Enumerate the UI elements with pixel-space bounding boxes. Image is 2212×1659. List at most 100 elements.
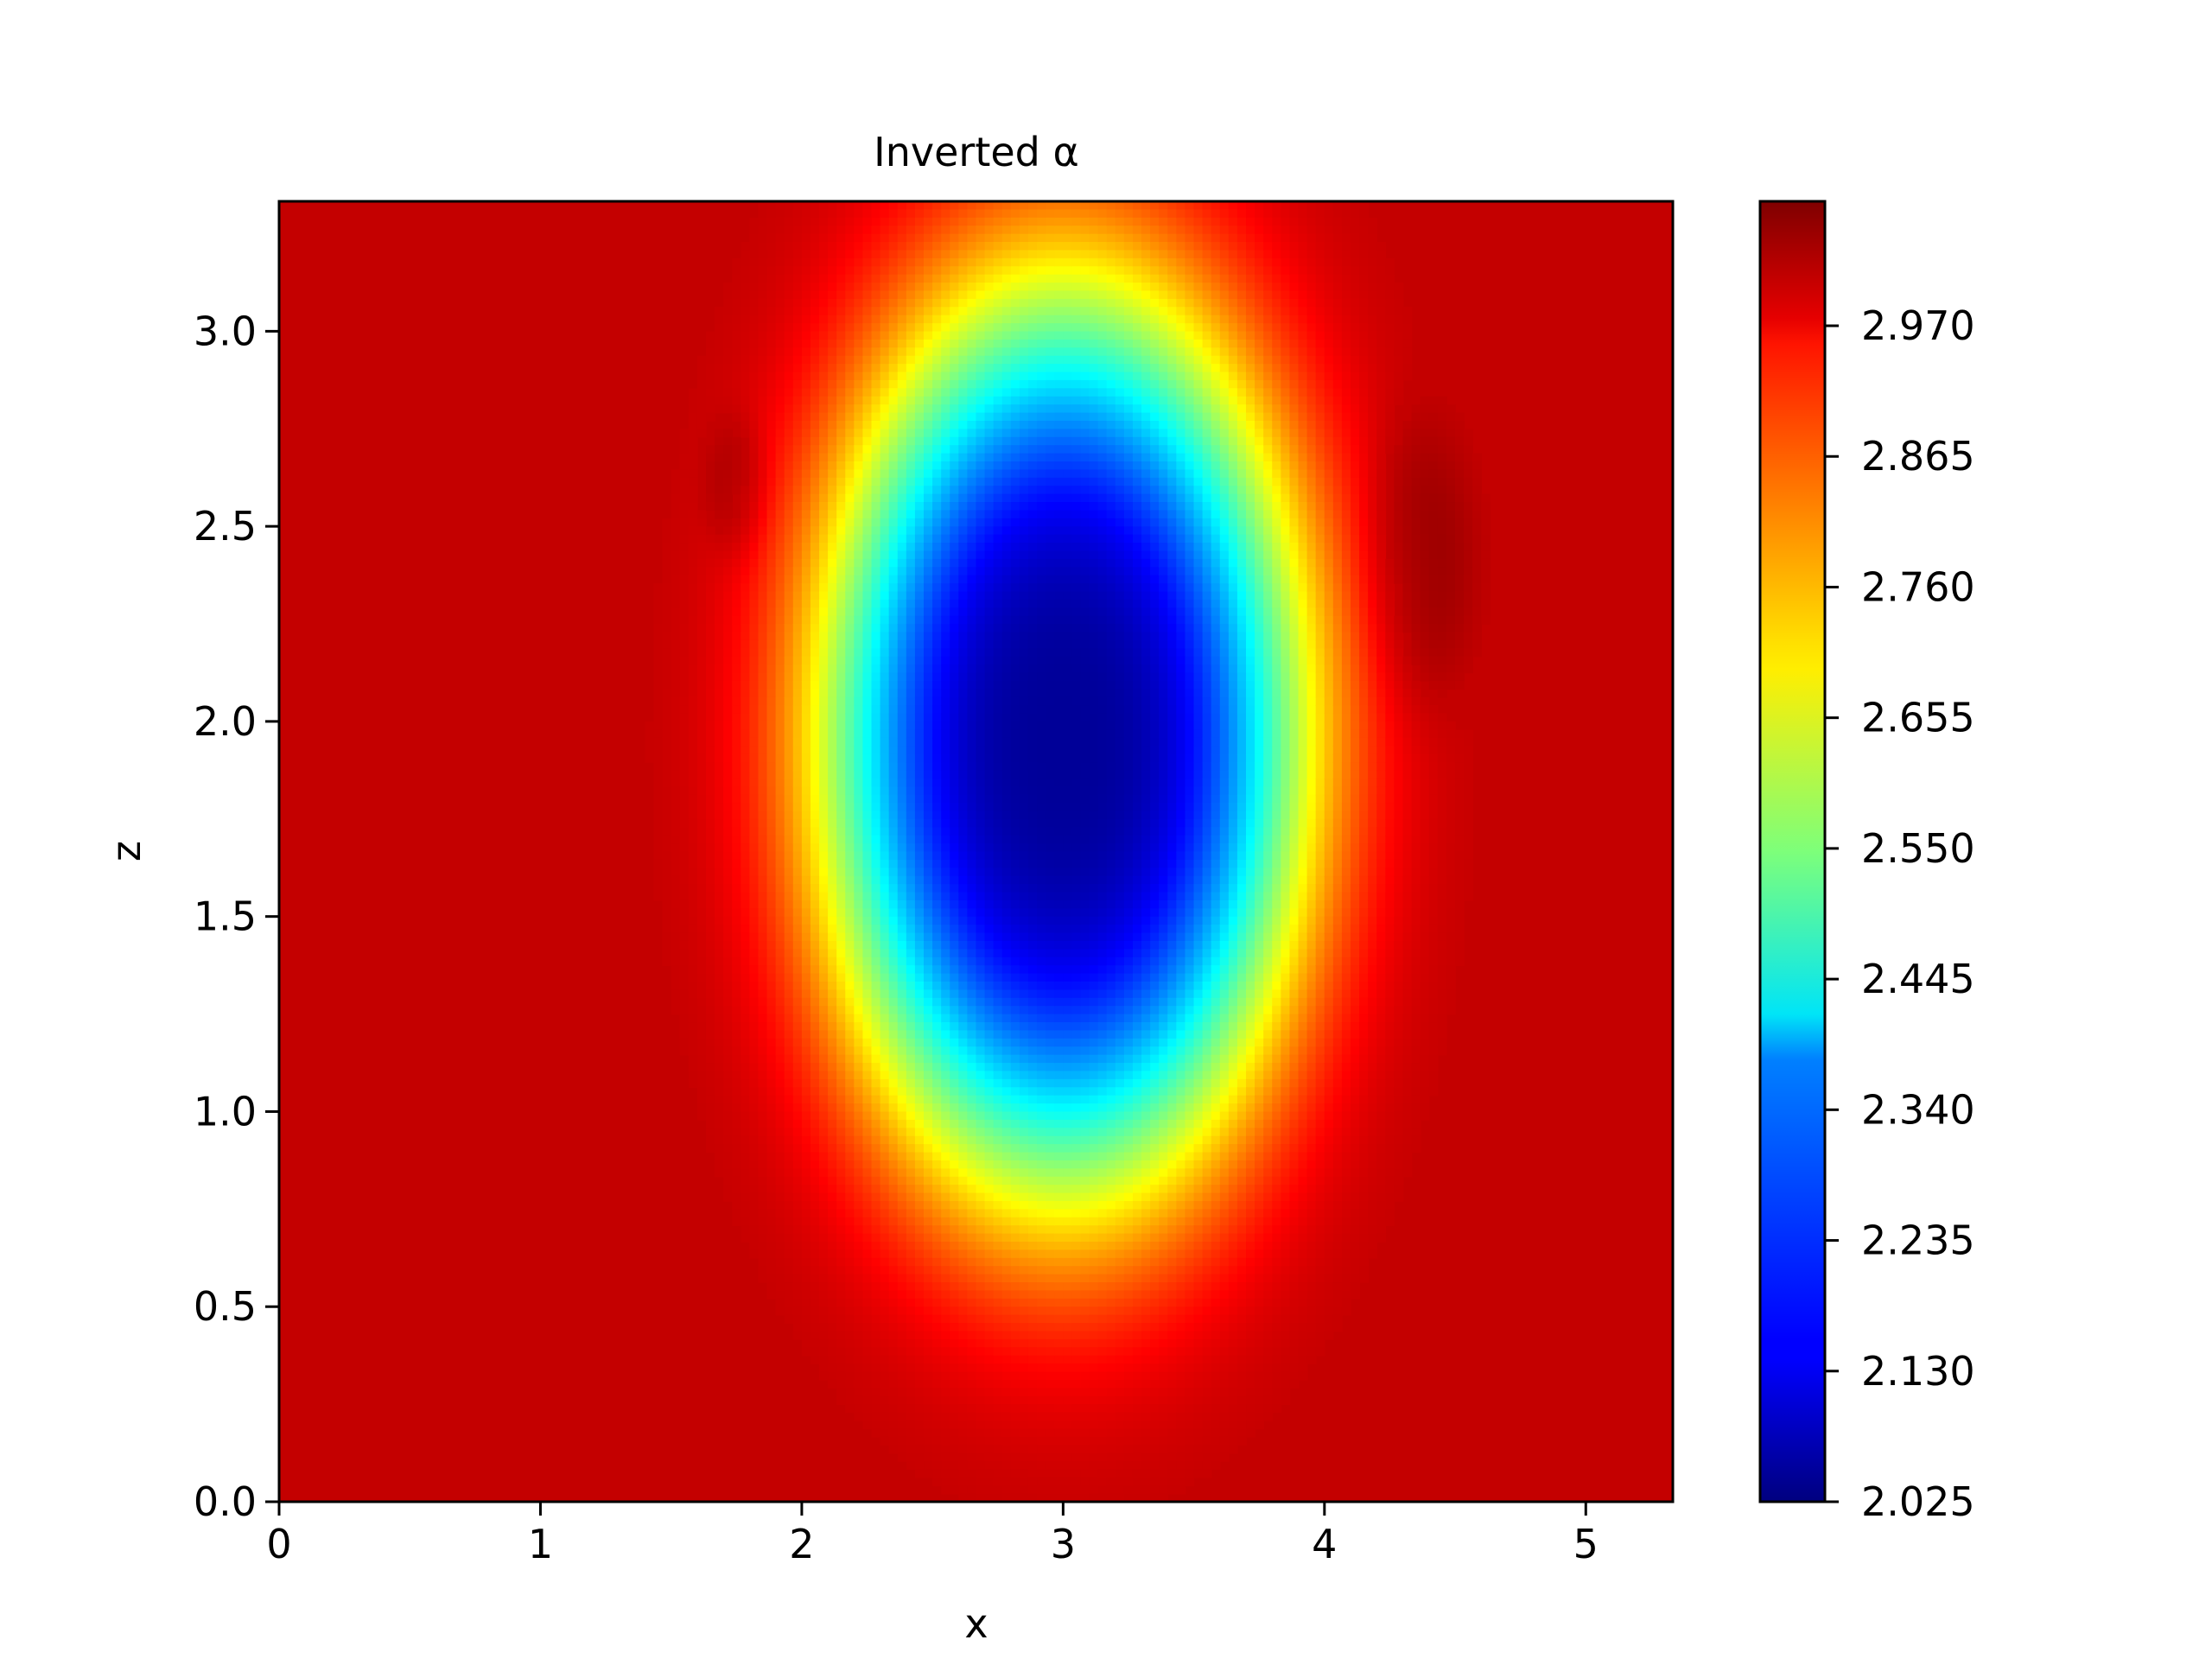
heatmap-cell (854, 518, 864, 528)
heatmap-cell (801, 486, 811, 495)
heatmap-cell (941, 518, 951, 528)
heatmap-cell (871, 786, 881, 796)
heatmap-cell (801, 624, 811, 633)
heatmap-cell (950, 283, 960, 292)
heatmap-cell (888, 1242, 899, 1251)
heatmap-cell (845, 550, 855, 560)
heatmap-cell (897, 1388, 907, 1397)
heatmap-cell (792, 778, 803, 788)
heatmap-cell (688, 502, 698, 512)
heatmap-cell (836, 982, 847, 991)
heatmap-cell (880, 534, 890, 543)
heatmap-cell (758, 550, 768, 560)
heatmap-cell (784, 794, 794, 804)
heatmap-cell (775, 445, 785, 454)
heatmap-cell (976, 851, 986, 861)
heatmap-cell (801, 1192, 811, 1202)
heatmap-cell (941, 1054, 951, 1064)
heatmap-cell (715, 607, 724, 617)
heatmap-cell (801, 989, 811, 999)
heatmap-cell (880, 209, 890, 219)
heatmap-cell (784, 379, 794, 390)
heatmap-cell (792, 599, 803, 609)
heatmap-cell (976, 1371, 986, 1381)
heatmap-cell (914, 1323, 925, 1332)
heatmap-cell (715, 396, 724, 405)
heatmap-cell (932, 502, 942, 512)
heatmap-cell (932, 827, 942, 836)
heatmap-cell (906, 1046, 916, 1056)
heatmap-cell (888, 1030, 899, 1039)
heatmap-cell (715, 1144, 724, 1154)
heatmap-cell (688, 420, 698, 430)
heatmap-cell (775, 1022, 785, 1032)
heatmap-cell (715, 315, 724, 324)
heatmap-cell (854, 632, 864, 641)
heatmap-cell (758, 1242, 768, 1251)
heatmap-cell (845, 233, 855, 243)
heatmap-cell (749, 916, 760, 925)
heatmap-cell (950, 469, 960, 479)
heatmap-cell (880, 355, 890, 365)
heatmap-cell (941, 1306, 951, 1316)
heatmap-cell (880, 818, 890, 829)
heatmap-cell (862, 794, 873, 804)
heatmap-cell (836, 1274, 847, 1283)
heatmap-cell (801, 477, 811, 487)
heatmap-cell (819, 851, 829, 861)
heatmap-cell (976, 973, 986, 982)
heatmap-cell (924, 1420, 933, 1430)
heatmap-cell (775, 916, 785, 925)
heatmap-cell (792, 656, 803, 665)
heatmap-cell (766, 1014, 777, 1023)
heatmap-cell (836, 1006, 847, 1015)
heatmap-cell (967, 1355, 977, 1364)
heatmap-cell (932, 250, 942, 259)
heatmap-cell (932, 982, 942, 991)
heatmap-cell (766, 843, 777, 853)
heatmap-cell (976, 884, 986, 893)
heatmap-cell (679, 656, 690, 665)
heatmap-cell (819, 973, 829, 982)
heatmap-cell (958, 1404, 969, 1414)
heatmap-cell (836, 315, 847, 324)
heatmap-cell (845, 201, 855, 211)
heatmap-cell (688, 973, 698, 982)
heatmap-cell (941, 347, 951, 357)
heatmap-cell (705, 331, 715, 340)
heatmap-cell (819, 543, 829, 552)
heatmap-cell (705, 737, 715, 747)
heatmap-cell (976, 201, 986, 211)
heatmap-cell (810, 453, 820, 462)
heatmap-cell (924, 818, 933, 829)
heatmap-cell (967, 233, 977, 243)
heatmap-cell (984, 283, 995, 292)
heatmap-cell (967, 1371, 977, 1381)
heatmap-cell (914, 1176, 925, 1185)
heatmap-cell (819, 1078, 829, 1089)
heatmap-cell (705, 1087, 715, 1096)
heatmap-cell (880, 1200, 890, 1211)
heatmap-cell (662, 843, 672, 853)
heatmap-cell (749, 778, 760, 788)
heatmap-cell (976, 1233, 986, 1243)
heatmap-cell (941, 1477, 951, 1486)
heatmap-cell (854, 469, 864, 479)
heatmap-cell (854, 347, 864, 357)
heatmap-cell (775, 1225, 785, 1235)
heatmap-cell (854, 624, 864, 633)
heatmap-cell (941, 746, 951, 755)
heatmap-cell (696, 989, 707, 999)
heatmap-cell (688, 575, 698, 584)
heatmap-cell (880, 1014, 890, 1023)
heatmap-cell (914, 940, 925, 950)
heatmap-cell (819, 843, 829, 853)
heatmap-cell (784, 1006, 794, 1015)
heatmap-cell (967, 1233, 977, 1243)
heatmap-cell (828, 1282, 837, 1292)
heatmap-cell (819, 575, 829, 584)
heatmap-cell (906, 973, 916, 982)
heatmap-cell (662, 648, 672, 658)
heatmap-cell (810, 1176, 820, 1185)
heatmap-cell (897, 453, 907, 462)
